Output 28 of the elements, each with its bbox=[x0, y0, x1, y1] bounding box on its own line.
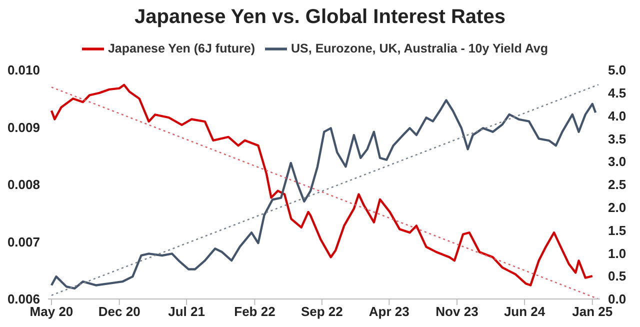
y2-tick-label: 1.0 bbox=[608, 246, 626, 261]
y-tick-label: 0.007 bbox=[7, 234, 40, 250]
x-tick-label: Jan 25 bbox=[572, 304, 613, 320]
x-tick-label: Feb 22 bbox=[234, 304, 276, 320]
y-tick-label: 0.006 bbox=[7, 292, 40, 307]
y2-tick-label: 4.5 bbox=[608, 86, 626, 101]
legend-label: Japanese Yen (6J future) bbox=[108, 41, 256, 56]
x-tick-label: Apr 23 bbox=[368, 304, 410, 320]
x-tick-label: Sep 22 bbox=[300, 304, 343, 320]
legend-label: US, Eurozone, UK, Australia - 10y Yield Avg bbox=[291, 41, 548, 56]
y2-tick-label: 2.0 bbox=[608, 200, 626, 216]
chart-title: Japanese Yen vs. Global Interest Rates bbox=[134, 5, 506, 30]
x-tick-label: Nov 23 bbox=[436, 304, 478, 320]
x-tick-label: May 20 bbox=[30, 304, 74, 320]
y2-tick-label: 4.0 bbox=[608, 108, 626, 124]
y-tick-label: 0.009 bbox=[7, 120, 40, 135]
x-tick-label: Jun 24 bbox=[504, 304, 546, 320]
y2-tick-label: 0.0 bbox=[608, 292, 626, 307]
y2-tick-label: 0.5 bbox=[608, 268, 626, 284]
y2-tick-label: 5.0 bbox=[608, 62, 626, 78]
y2-tick-label: 3.0 bbox=[608, 154, 626, 170]
y-tick-label: 0.008 bbox=[7, 177, 40, 192]
y2-tick-label: 2.5 bbox=[608, 177, 626, 192]
x-tick-label: Jul 21 bbox=[168, 304, 205, 320]
y2-tick-label: 1.5 bbox=[608, 222, 626, 238]
x-tick-label: Dec 20 bbox=[98, 304, 140, 320]
y2-tick-label: 3.5 bbox=[608, 131, 626, 146]
y-tick-label: 0.010 bbox=[7, 62, 40, 78]
